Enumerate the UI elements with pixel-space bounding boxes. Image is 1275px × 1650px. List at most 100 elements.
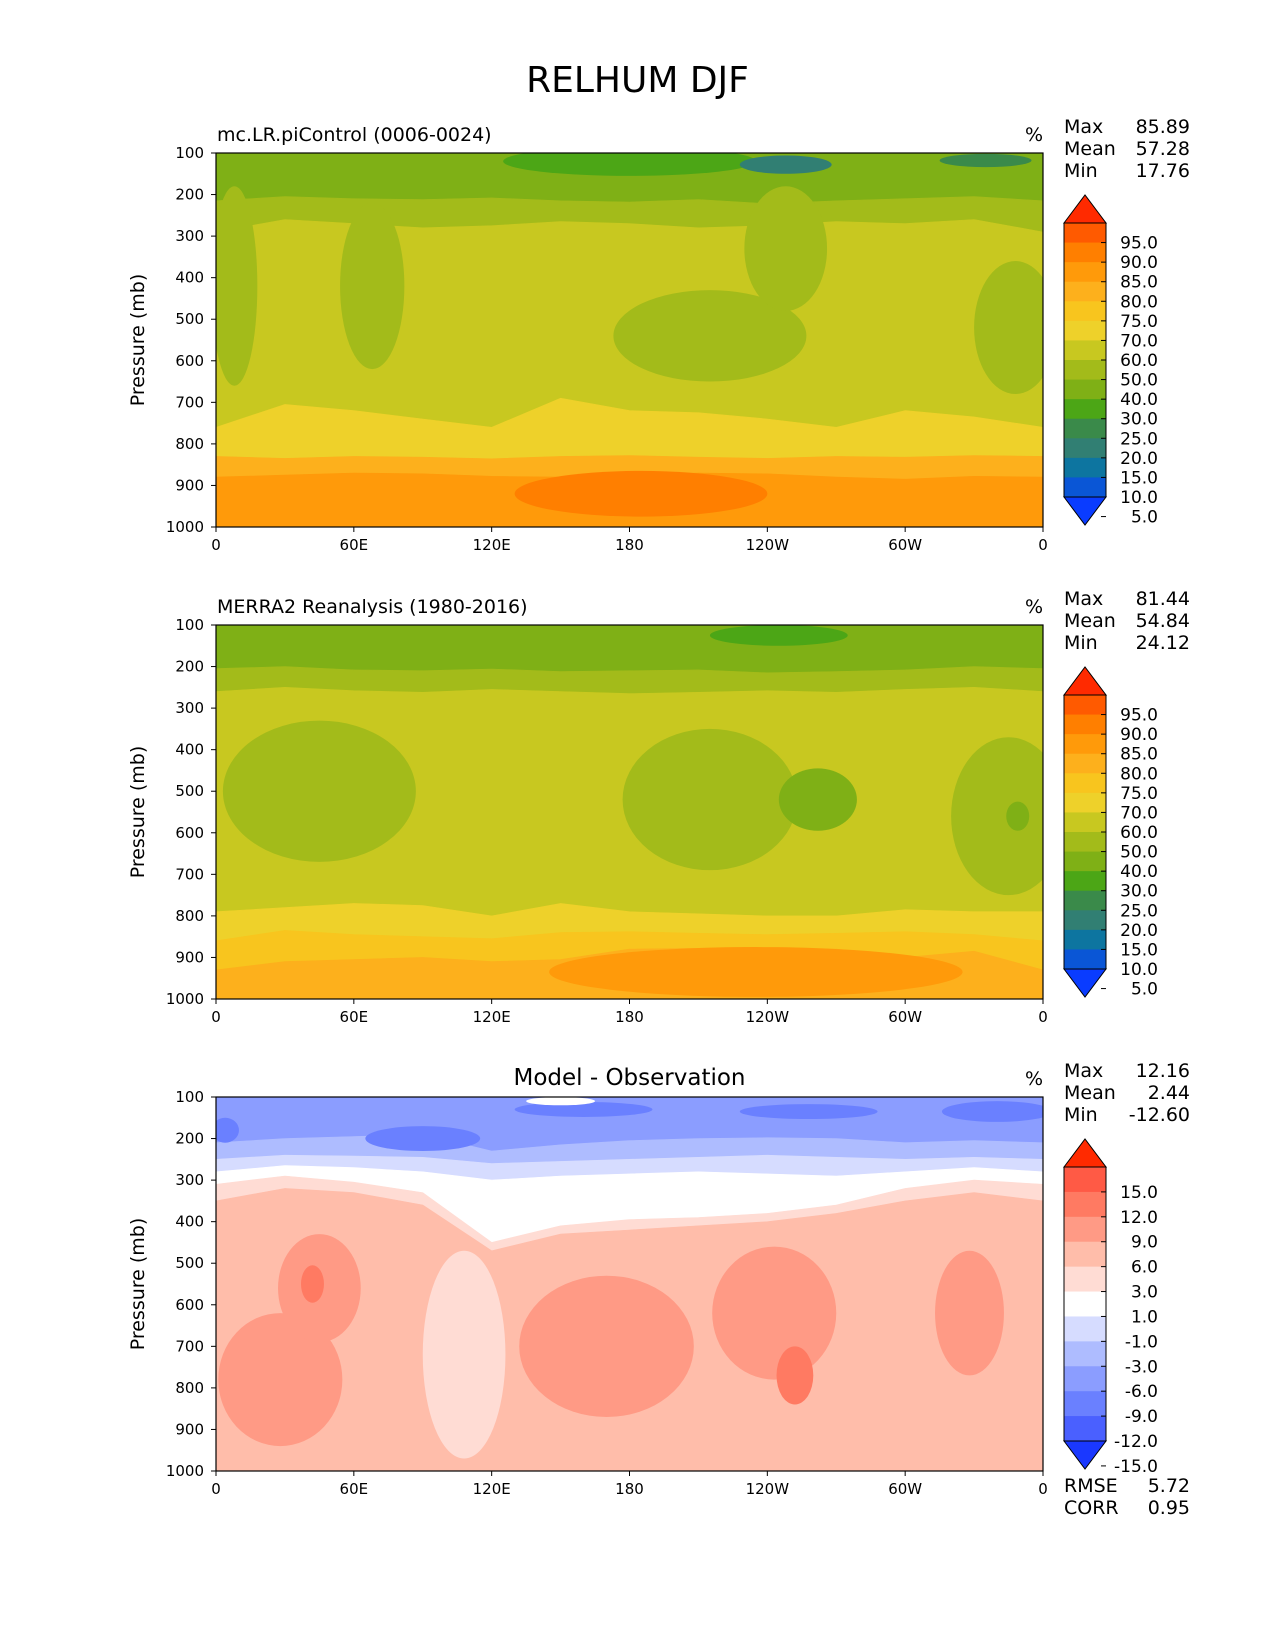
colorbar-label: 80.0 bbox=[1120, 292, 1158, 312]
y-tick-label: 400 bbox=[175, 269, 204, 287]
colorbar-label: 50.0 bbox=[1120, 843, 1158, 863]
y-tick-label: 400 bbox=[175, 1213, 204, 1231]
colorbar-segment bbox=[1064, 418, 1106, 439]
x-tick-label: 120W bbox=[746, 1480, 790, 1498]
colorbar-segment bbox=[1064, 1167, 1106, 1193]
y-axis-label: Pressure (mb) bbox=[127, 274, 149, 407]
colorbar-label: 3.0 bbox=[1131, 1283, 1158, 1303]
colorbar-segment bbox=[1064, 262, 1106, 283]
contour-region bbox=[216, 1117, 239, 1143]
stat-label: Mean bbox=[1064, 138, 1116, 160]
colorbar-extend-bottom bbox=[1063, 968, 1107, 998]
y-axis-label: Pressure (mb) bbox=[127, 1218, 149, 1351]
y-tick-label: 1000 bbox=[166, 990, 204, 1008]
contour-region bbox=[622, 728, 798, 871]
contour-region bbox=[709, 625, 848, 646]
x-tick-label: 180 bbox=[615, 1480, 644, 1498]
colorbar-label: 40.0 bbox=[1120, 862, 1158, 882]
stat-value: 85.89 bbox=[1136, 116, 1190, 138]
colorbar-segment bbox=[1064, 1216, 1106, 1243]
colorbar-segment bbox=[1064, 1241, 1106, 1268]
y-tick-label: 500 bbox=[175, 310, 204, 328]
y-tick-label: 100 bbox=[175, 1088, 204, 1106]
y-axis-label: Pressure (mb) bbox=[127, 746, 149, 879]
x-tick-label: 60E bbox=[340, 1480, 369, 1498]
contour-region bbox=[739, 155, 832, 174]
colorbar-label: 95.0 bbox=[1120, 706, 1158, 726]
y-tick-label: 900 bbox=[175, 948, 204, 966]
contour-region bbox=[935, 1250, 1004, 1376]
x-tick-label: 60E bbox=[340, 1008, 369, 1026]
colorbar-segment bbox=[1064, 301, 1106, 322]
contour-region bbox=[776, 1346, 814, 1405]
colorbar-segment bbox=[1064, 1291, 1106, 1317]
colorbar-segment bbox=[1064, 379, 1106, 400]
colorbar-label: 15.0 bbox=[1120, 468, 1158, 488]
contour-region bbox=[1006, 801, 1030, 831]
stat-value: 81.44 bbox=[1136, 588, 1190, 610]
panel-difference: 0 60E 120E 180 120W 60W 0 100 200 300 400 500 600 700… bbox=[127, 1060, 1190, 1519]
x-tick-label: 120W bbox=[746, 536, 790, 554]
y-tick-label: 300 bbox=[175, 1171, 204, 1189]
y-tick-label: 500 bbox=[175, 1254, 204, 1272]
colorbar-label: 60.0 bbox=[1120, 823, 1158, 843]
colorbar-segment bbox=[1064, 734, 1106, 755]
colorbar-label: 40.0 bbox=[1120, 390, 1158, 410]
units-label: % bbox=[1025, 596, 1043, 618]
contour-region bbox=[951, 737, 1043, 896]
contour-region bbox=[218, 1313, 343, 1447]
colorbar-segment bbox=[1064, 949, 1106, 970]
colorbar-segment bbox=[1064, 871, 1106, 892]
x-tick-label: 120E bbox=[473, 1480, 511, 1498]
y-tick-label: 100 bbox=[175, 144, 204, 162]
x-tick-label: 60W bbox=[888, 1008, 922, 1026]
contour-region bbox=[549, 947, 963, 997]
y-tick-label: 200 bbox=[175, 658, 204, 676]
contour-region bbox=[300, 1265, 324, 1303]
stat-value: 24.12 bbox=[1136, 632, 1190, 654]
colorbar-segment bbox=[1064, 223, 1106, 244]
stat-value: -12.60 bbox=[1129, 1104, 1190, 1126]
y-tick-label: 300 bbox=[175, 699, 204, 717]
contour-region bbox=[778, 768, 857, 831]
contour-region bbox=[503, 153, 756, 176]
colorbar-label: 5.0 bbox=[1131, 508, 1158, 528]
contour-region bbox=[744, 186, 828, 311]
panel-title: mc.LR.piControl (0006-0024) bbox=[217, 124, 492, 146]
stat-label: Max bbox=[1064, 116, 1103, 138]
y-tick-label: 200 bbox=[175, 186, 204, 204]
colorbar-segment bbox=[1064, 812, 1106, 833]
y-tick-label: 700 bbox=[175, 1337, 204, 1355]
colorbar-segment bbox=[1064, 242, 1106, 263]
colorbar-segment bbox=[1064, 929, 1106, 950]
colorbar-segment bbox=[1064, 695, 1106, 716]
contour-region bbox=[222, 720, 416, 862]
colorbar-extend-bottom bbox=[1063, 1440, 1107, 1470]
y-tick-label: 900 bbox=[175, 476, 204, 494]
units-label: % bbox=[1025, 124, 1043, 146]
colorbar-label: 90.0 bbox=[1120, 253, 1158, 273]
y-tick-label: 1000 bbox=[166, 1462, 204, 1480]
stat-label: Min bbox=[1064, 160, 1098, 182]
contour-region bbox=[941, 1101, 1043, 1122]
colorbar-label: 25.0 bbox=[1120, 429, 1158, 449]
colorbar-label: 12.0 bbox=[1120, 1208, 1158, 1228]
colorbar-extend-top bbox=[1063, 666, 1107, 696]
colorbar-label: -6.0 bbox=[1125, 1382, 1158, 1402]
colorbar-label: -9.0 bbox=[1125, 1407, 1158, 1427]
colorbar-label: 85.0 bbox=[1120, 273, 1158, 293]
stat-value: 12.16 bbox=[1136, 1060, 1190, 1082]
colorbar-segment bbox=[1064, 457, 1106, 478]
stat-value: 54.84 bbox=[1136, 610, 1190, 632]
colorbar-segment bbox=[1064, 910, 1106, 931]
y-tick-label: 400 bbox=[175, 741, 204, 759]
colorbar-segment bbox=[1064, 281, 1106, 302]
stat-label: Min bbox=[1064, 632, 1098, 654]
y-tick-label: 1000 bbox=[166, 518, 204, 536]
stat-label: Mean bbox=[1064, 1082, 1116, 1104]
colorbar-label: 9.0 bbox=[1131, 1233, 1158, 1253]
contour-region bbox=[613, 290, 807, 382]
contour-region bbox=[739, 1104, 878, 1120]
x-tick-label: 180 bbox=[615, 1008, 644, 1026]
